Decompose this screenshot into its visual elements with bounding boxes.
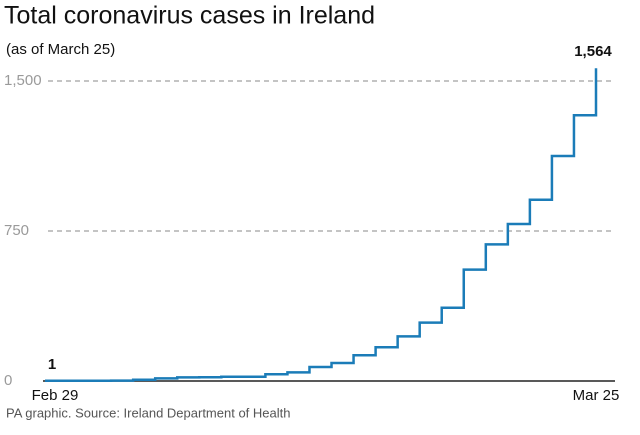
data-label: 1 xyxy=(48,356,56,373)
step-line xyxy=(45,68,598,383)
y-tick-label: 750 xyxy=(4,222,29,239)
data-label: 1,564 xyxy=(574,43,612,60)
chart-title: Total coronavirus cases in Ireland xyxy=(4,2,375,30)
chart-subtitle: (as of March 25) xyxy=(6,41,115,58)
x-tick-label: Mar 25 xyxy=(573,387,620,404)
y-tick-label: 0 xyxy=(4,372,12,389)
source: PA graphic. Source: Ireland Department o… xyxy=(6,405,290,420)
y-tick-label: 1,500 xyxy=(4,72,42,89)
x-tick-label: Feb 29 xyxy=(32,387,79,404)
